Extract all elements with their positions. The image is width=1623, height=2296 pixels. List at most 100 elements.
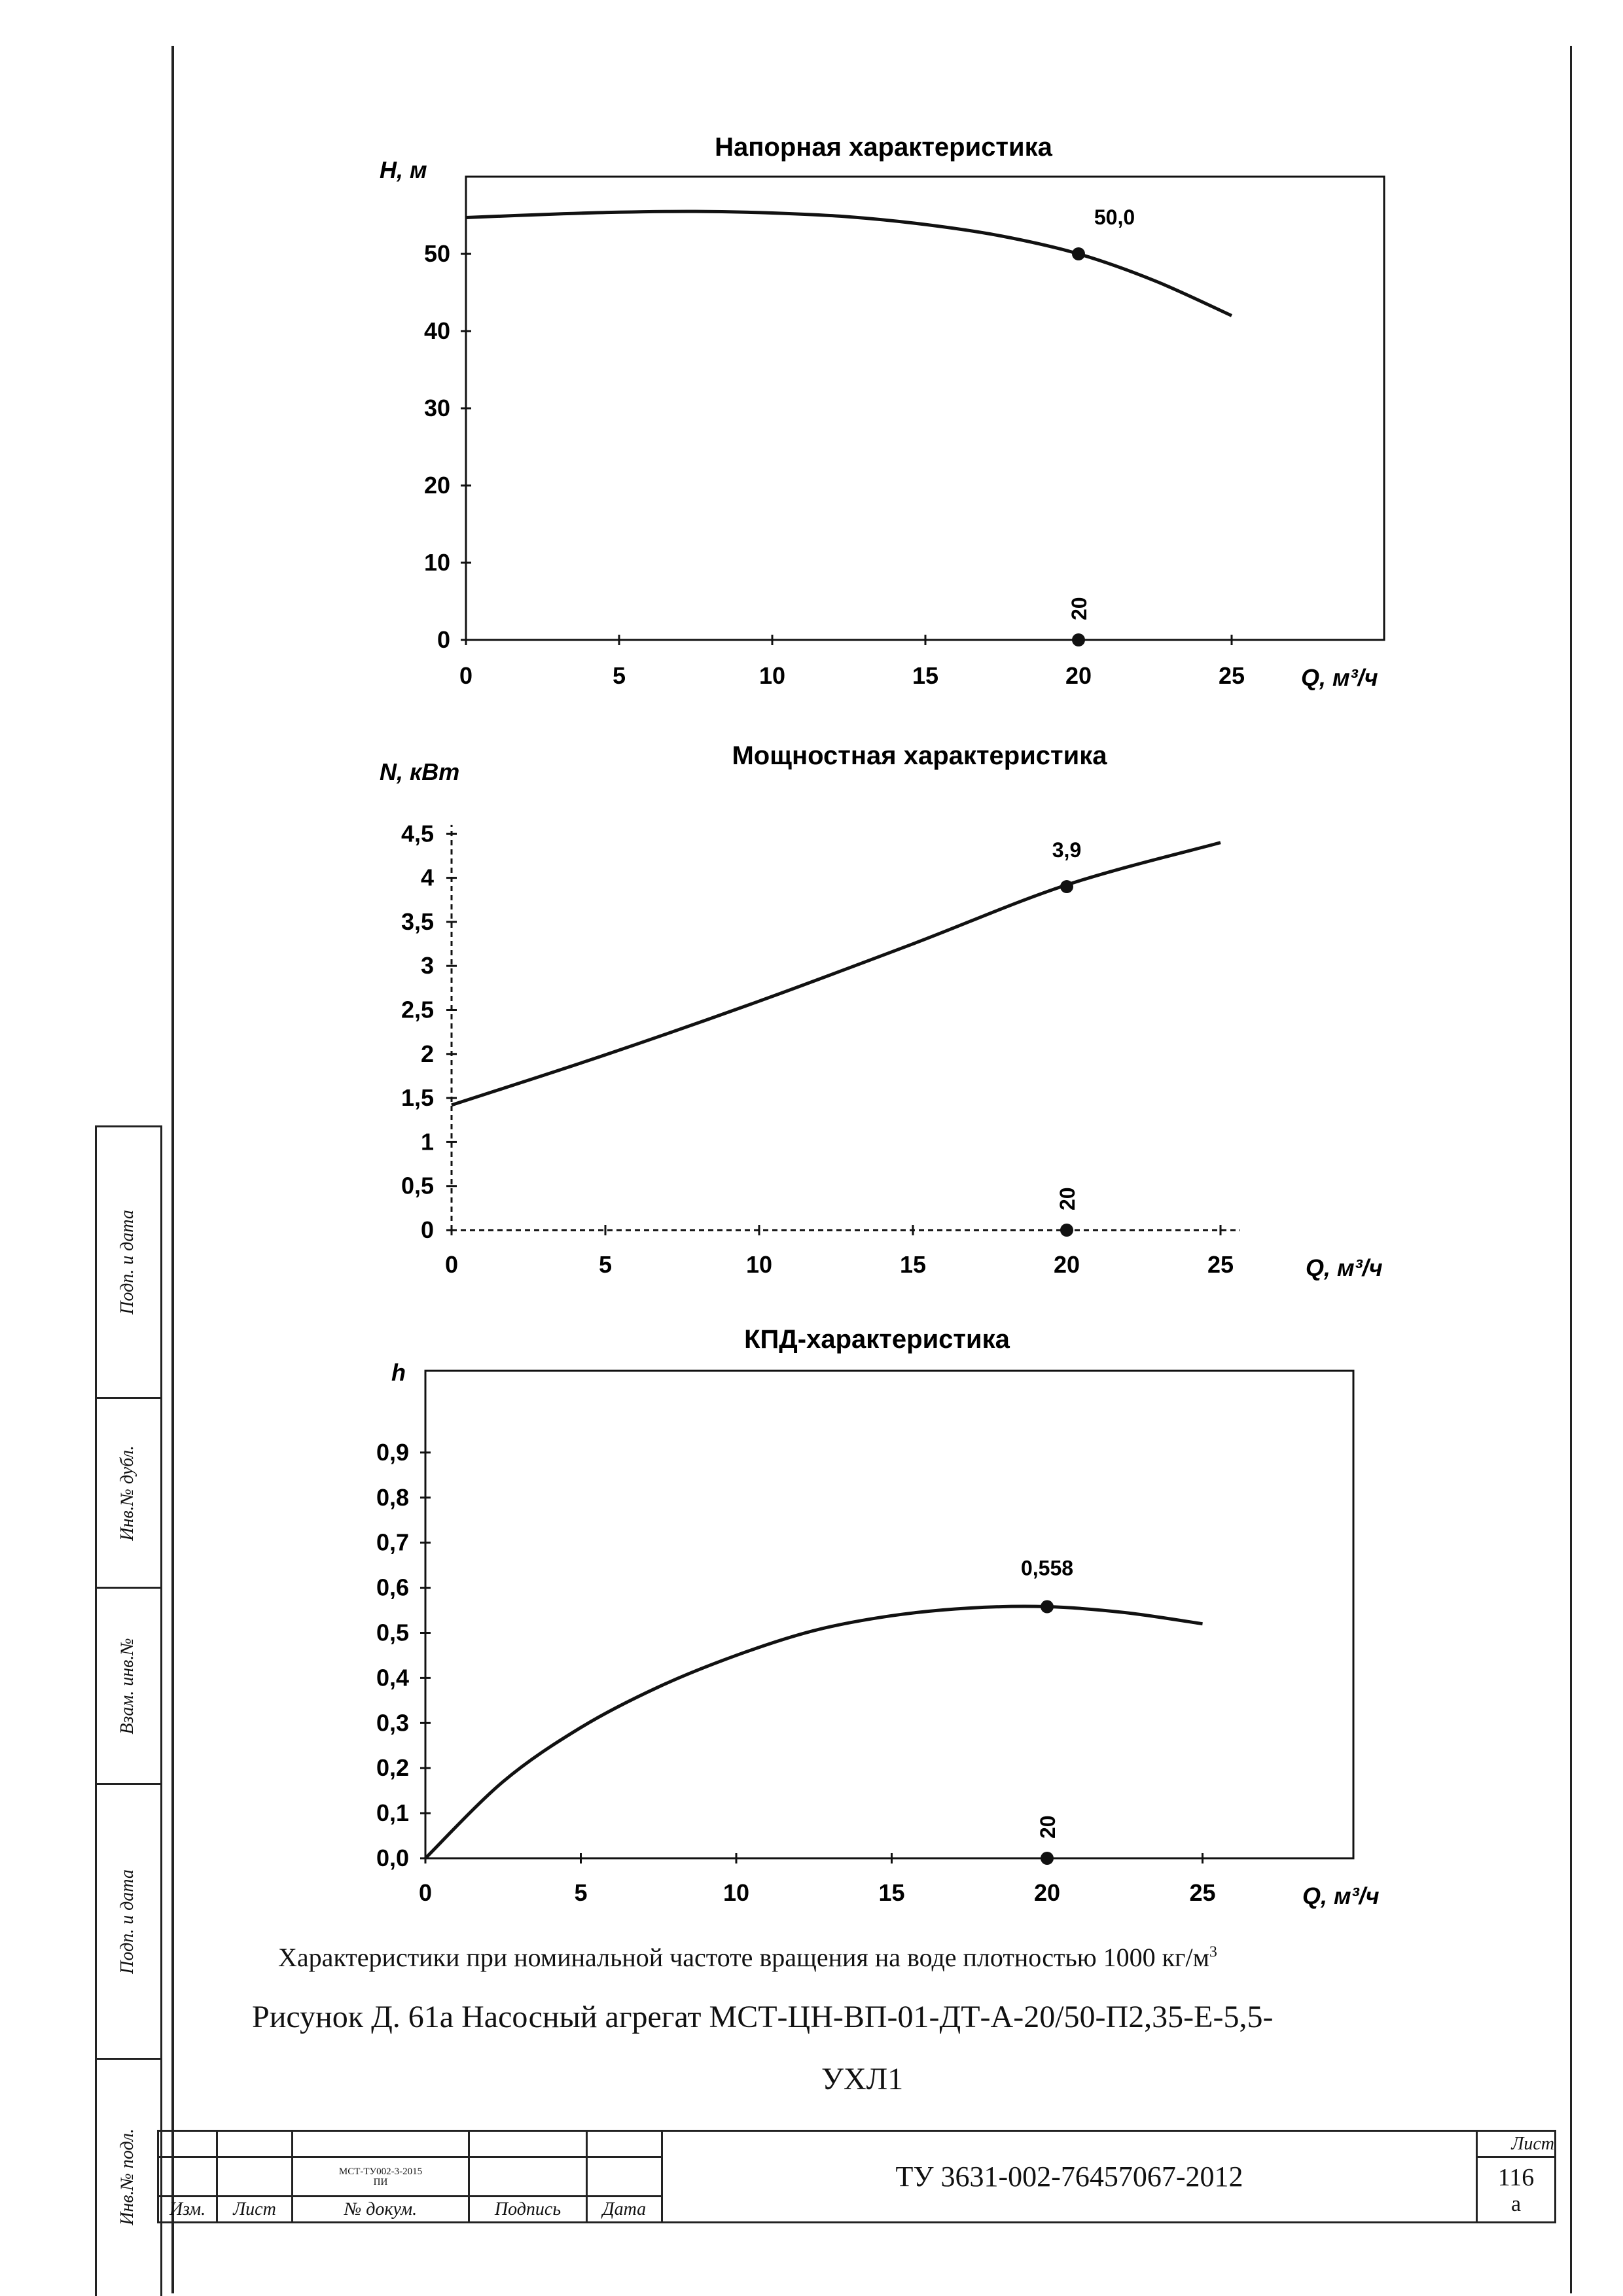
col-list: Лист — [216, 2195, 293, 2223]
y-axis-label: H, м — [380, 156, 427, 183]
y-tick-label: 0,6 — [376, 1574, 409, 1601]
side-field-orig-inv: Инв.№ подл. — [95, 2058, 160, 2293]
y-tick-label: 0,3 — [376, 1709, 409, 1736]
sheet-number-suffix: а — [1510, 2191, 1522, 2216]
col-doc: № докум. — [291, 2195, 470, 2223]
x-tick-label: 15 — [878, 1879, 904, 1906]
page-frame — [171, 46, 1572, 2293]
y-tick-label: 0,2 — [376, 1754, 409, 1781]
y-tick-label: 0,7 — [376, 1529, 409, 1556]
y-axis-label: N, кВт — [380, 758, 459, 785]
x-tick-label: 15 — [900, 1251, 926, 1278]
x-tick-label: 20 — [1065, 662, 1092, 689]
y-tick-label: 50 — [424, 240, 450, 267]
operating-point — [1060, 880, 1073, 894]
x-tick-label: 10 — [759, 662, 785, 689]
y-tick-label: 0,0 — [376, 1845, 409, 1871]
x-marker-point — [1041, 1852, 1054, 1865]
y-tick-label: 2 — [421, 1040, 434, 1067]
side-label: Подп. и дата — [117, 1869, 137, 1974]
change-doc-number-line1: МСТ-ТУ002-3-2015 — [338, 2166, 423, 2177]
stamp-cell — [291, 2130, 470, 2158]
x-marker-label: 20 — [1056, 1187, 1079, 1210]
change-doc-number: МСТ-ТУ002-3-2015 ПИ — [291, 2156, 470, 2197]
sheet-label: Лист — [1476, 2130, 1556, 2158]
series-line — [451, 841, 1221, 1107]
y-tick-label: 0 — [421, 1216, 434, 1243]
x-axis-label: Q, м³/ч — [1306, 1254, 1383, 1281]
figure-caption-cont: УХЛ1 — [821, 2062, 904, 2096]
x-tick-label: 0 — [459, 662, 473, 689]
col-date: Дата — [586, 2195, 663, 2223]
x-marker-point — [1060, 1224, 1073, 1237]
y-tick-label: 30 — [424, 395, 450, 421]
caption-conditions: Характеристики при номинальной частоте в… — [278, 1942, 1217, 1973]
figure-caption: Рисунок Д. 61а Насосный агрегат МСТ-ЦН-В… — [252, 2000, 1274, 2034]
x-marker-label: 20 — [1036, 1815, 1060, 1839]
y-tick-label: 3,5 — [401, 908, 434, 935]
chart-title: Напорная характеристика — [715, 133, 1053, 162]
y-tick-label: 4 — [421, 864, 434, 891]
operating-point-label: 0,558 — [1021, 1557, 1073, 1580]
stamp-cell — [586, 2156, 663, 2197]
x-tick-label: 0 — [445, 1251, 458, 1278]
side-label: Подп. и дата — [117, 1210, 137, 1315]
operating-point — [1072, 247, 1085, 260]
side-label: Инв.№ подл. — [117, 2128, 137, 2225]
operating-point — [1041, 1600, 1054, 1614]
x-tick-label: 5 — [574, 1879, 587, 1906]
caption-conditions-text: Характеристики при номинальной частоте в… — [278, 1943, 1209, 1972]
y-axis-label: h — [391, 1359, 406, 1386]
x-tick-label: 25 — [1219, 662, 1245, 689]
side-label: Инв.№ дубл. — [117, 1445, 137, 1541]
stamp-cell — [468, 2130, 588, 2158]
operating-point-label: 50,0 — [1094, 205, 1135, 229]
stamp-cell — [586, 2130, 663, 2158]
x-axis-label: Q, м³/ч — [1301, 664, 1378, 691]
y-tick-label: 2,5 — [401, 997, 434, 1023]
side-field-sign-date-2: Подп. и дата — [95, 1783, 160, 2058]
series-line — [424, 1604, 1203, 1860]
side-field-replace-inv: Взам. инв.№ — [95, 1587, 160, 1783]
stamp-cell — [157, 2156, 218, 2197]
y-tick-label: 0 — [437, 626, 450, 653]
y-tick-label: 1,5 — [401, 1084, 434, 1111]
side-column-line — [95, 1125, 97, 2296]
stamp-cell — [216, 2156, 293, 2197]
side-field-sign-date: Подп. и дата — [95, 1125, 160, 1397]
plot-area — [424, 1369, 1355, 1860]
y-tick-label: 20 — [424, 472, 450, 499]
y-tick-label: 0,5 — [376, 1619, 409, 1646]
document-designation: ТУ 3631-002-76457067-2012 — [661, 2130, 1478, 2223]
plot-area — [465, 175, 1385, 641]
chart-title: Мощностная характеристика — [732, 741, 1107, 770]
caption-conditions-sup: 3 — [1209, 1943, 1217, 1961]
y-tick-label: 40 — [424, 317, 450, 344]
x-tick-label: 20 — [1034, 1879, 1060, 1906]
y-tick-label: 0,8 — [376, 1484, 409, 1511]
y-tick-label: 0,5 — [401, 1173, 434, 1199]
x-tick-label: 10 — [723, 1879, 749, 1906]
y-tick-label: 0,1 — [376, 1799, 409, 1826]
y-tick-label: 1 — [421, 1128, 434, 1155]
title-block: ТУ 3631-002-76457067-2012 Лист МСТ-ТУ002… — [157, 2130, 1556, 2223]
x-tick-label: 0 — [419, 1879, 432, 1906]
stamp-cell — [216, 2130, 293, 2158]
side-label: Взам. инв.№ — [117, 1637, 137, 1735]
x-marker-label: 20 — [1067, 597, 1091, 620]
x-tick-label: 5 — [613, 662, 626, 689]
y-tick-label: 0,9 — [376, 1439, 409, 1466]
operating-point-label: 3,9 — [1052, 838, 1081, 862]
chart-title: КПД-характеристика — [744, 1325, 1010, 1354]
x-tick-label: 5 — [599, 1251, 612, 1278]
x-axis-label: Q, м³/ч — [1302, 1882, 1380, 1909]
col-sign: Подпись — [468, 2195, 588, 2223]
x-tick-label: 15 — [912, 662, 938, 689]
side-column-line — [160, 1125, 162, 2296]
side-field-dup-inv: Инв.№ дубл. — [95, 1397, 160, 1587]
x-tick-label: 25 — [1207, 1251, 1234, 1278]
sheet-number: 116 а — [1476, 2156, 1556, 2223]
x-tick-label: 25 — [1189, 1879, 1215, 1906]
stamp-cell — [157, 2130, 218, 2158]
